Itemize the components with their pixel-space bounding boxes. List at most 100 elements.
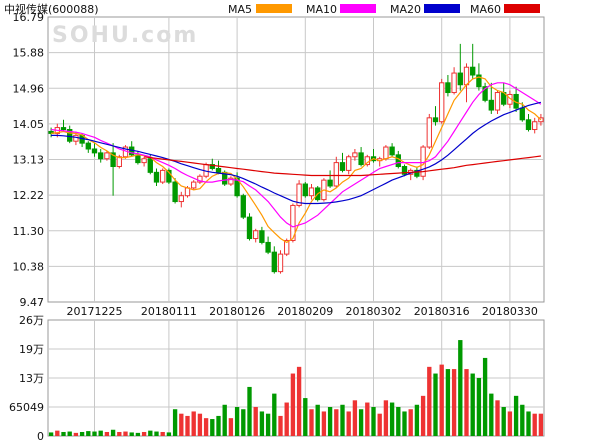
legend-swatch <box>424 4 460 13</box>
date-tick-label: 20180126 <box>209 305 265 318</box>
volume-bar <box>259 411 265 436</box>
candle-up <box>284 239 290 255</box>
price-tick-label: 12.22 <box>13 189 45 202</box>
volume-bar <box>520 404 525 436</box>
candle-up <box>426 117 432 148</box>
ma60-line <box>144 155 541 177</box>
price-tick-label: 14.05 <box>13 118 45 131</box>
date-tick-label: 20180302 <box>346 305 402 318</box>
volume-bar <box>402 411 407 436</box>
price-tick-label: 14.96 <box>13 82 45 95</box>
volume-bar <box>79 431 85 436</box>
legend: MA5 MA10 MA20 MA60 <box>228 3 540 16</box>
volume-bar <box>73 432 79 436</box>
volume-axis: 26万 19万 13万 65049 0 <box>9 314 44 440</box>
volume-bar <box>476 378 482 436</box>
volume-bar <box>482 357 488 436</box>
price-tick-label: 16.79 <box>13 11 45 24</box>
volume-bar <box>272 393 277 436</box>
volume-bar <box>414 404 420 436</box>
candle-down <box>246 216 253 240</box>
candle-up <box>346 156 352 171</box>
volume-bar <box>148 430 153 436</box>
legend-label: MA20 <box>390 3 421 16</box>
candle-up <box>277 253 284 273</box>
volume-bar <box>365 402 370 436</box>
price-tick-label: 13.13 <box>13 154 45 167</box>
candle-down <box>135 154 141 164</box>
candle-down <box>414 169 420 177</box>
candle-up <box>253 230 259 240</box>
candle-down <box>91 148 98 154</box>
candle-up <box>197 175 203 183</box>
date-tick-label: 20180316 <box>414 305 470 318</box>
candles <box>48 43 544 274</box>
candle-down <box>271 251 277 273</box>
date-tick-label: 20180209 <box>277 305 333 318</box>
volume-bar <box>538 413 544 436</box>
ma20-line <box>51 101 542 205</box>
candle-down <box>209 164 215 169</box>
candle-up <box>178 195 184 203</box>
volume-bar <box>228 418 234 436</box>
candle-down <box>519 107 525 121</box>
candle-down <box>389 146 395 156</box>
candle-down <box>172 181 178 203</box>
candle-up <box>228 177 234 185</box>
candle-down <box>525 119 532 131</box>
volume-tick-label: 65049 <box>9 401 44 414</box>
candle-down <box>147 158 153 173</box>
moving-averages <box>51 76 542 244</box>
volume-bar <box>470 373 475 436</box>
volume-bar <box>489 393 494 436</box>
volume-bar <box>315 404 320 436</box>
candle-down <box>234 177 240 197</box>
candle-down <box>401 166 408 175</box>
volume-bar <box>464 369 469 436</box>
candle-up <box>463 66 470 86</box>
volume-bar <box>439 364 444 436</box>
candle-down <box>432 117 439 123</box>
candle-down <box>110 152 116 168</box>
candle-down <box>327 179 333 187</box>
candle-up <box>352 152 358 158</box>
volume-bar <box>110 429 116 436</box>
volume-bar <box>495 400 500 436</box>
legend-label: MA5 <box>228 3 252 16</box>
volume-bar <box>290 373 296 436</box>
candle-up <box>451 72 457 94</box>
volume-bar <box>67 431 72 436</box>
volume-bar <box>166 432 172 436</box>
candle-up <box>532 121 538 131</box>
chart-title: 中视传媒(600088) <box>4 2 99 16</box>
volume-bar <box>104 431 110 436</box>
volume-bar <box>160 431 165 436</box>
volume-bar <box>396 407 401 436</box>
candle-down <box>302 183 308 197</box>
volume-bar <box>172 409 178 436</box>
candle-down <box>166 169 172 183</box>
volume-bar <box>445 369 451 436</box>
volume-bar <box>501 407 506 436</box>
volume-bar <box>154 431 159 436</box>
volume-bar <box>141 431 147 436</box>
price-tick-label: 9.47 <box>20 296 45 309</box>
volume-bar <box>458 340 463 436</box>
volume-bar <box>86 431 91 436</box>
volume-bar <box>526 411 531 436</box>
volume-tick-label: 26万 <box>19 314 44 327</box>
volume-bar <box>129 432 134 436</box>
candle-down <box>98 152 104 160</box>
candle-down <box>60 127 67 131</box>
volume-bar <box>433 373 438 436</box>
volume-bar <box>321 411 327 436</box>
volume-bar <box>92 431 97 436</box>
candle-down <box>395 154 401 168</box>
candle-up <box>383 146 389 160</box>
volume-bar <box>296 366 302 436</box>
candle-down <box>488 99 494 111</box>
candle-up <box>333 162 339 187</box>
candle-up <box>104 152 110 160</box>
volume-bar <box>284 402 289 436</box>
